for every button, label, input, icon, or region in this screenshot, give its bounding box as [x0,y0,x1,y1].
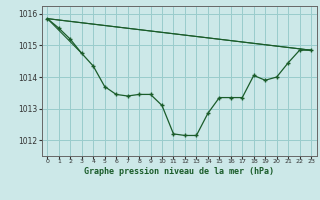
X-axis label: Graphe pression niveau de la mer (hPa): Graphe pression niveau de la mer (hPa) [84,167,274,176]
